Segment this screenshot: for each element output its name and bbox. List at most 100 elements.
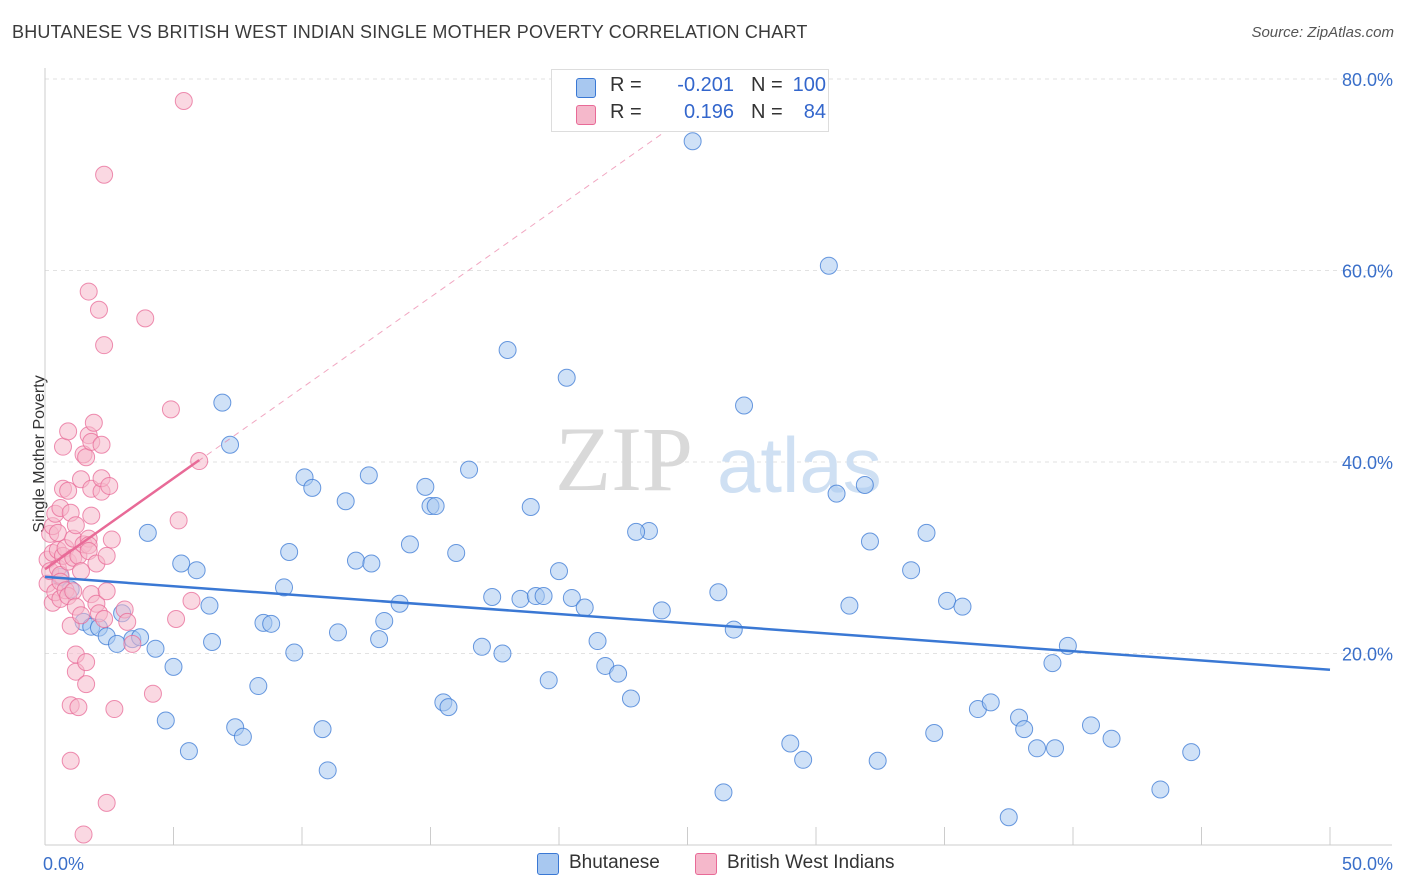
point-british-west-indians-64 bbox=[95, 336, 114, 355]
point-british-west-indians-46 bbox=[77, 448, 96, 467]
point-bhutanese-31 bbox=[313, 720, 332, 739]
point-bhutanese-58 bbox=[557, 368, 576, 387]
point-bhutanese-38 bbox=[370, 630, 389, 649]
point-british-west-indians-71 bbox=[102, 530, 121, 549]
point-british-west-indians-75 bbox=[123, 634, 142, 653]
point-bhutanese-15 bbox=[179, 742, 198, 761]
legend-swatch-british-west-indians bbox=[695, 853, 717, 875]
point-british-west-indians-62 bbox=[92, 435, 111, 454]
point-british-west-indians-80 bbox=[169, 511, 188, 530]
point-british-west-indians-21 bbox=[59, 422, 78, 441]
point-bhutanese-92 bbox=[1046, 739, 1065, 758]
point-bhutanese-25 bbox=[262, 614, 281, 633]
point-british-west-indians-78 bbox=[161, 400, 180, 419]
watermark-zip: ZIP bbox=[555, 408, 693, 510]
point-bhutanese-66 bbox=[652, 601, 671, 620]
stats-swatch-british-west-indians bbox=[576, 105, 596, 125]
point-bhutanese-57 bbox=[550, 562, 568, 581]
axes bbox=[44, 68, 1392, 846]
point-bhutanese-35 bbox=[346, 551, 365, 570]
legend-label-bhutanese: Bhutanese bbox=[569, 852, 660, 873]
point-bhutanese-30 bbox=[303, 478, 322, 497]
point-british-west-indians-40 bbox=[71, 606, 90, 625]
point-bhutanese-32 bbox=[318, 761, 337, 780]
point-bhutanese-75 bbox=[827, 484, 846, 503]
point-bhutanese-27 bbox=[280, 543, 299, 562]
point-bhutanese-74 bbox=[819, 256, 838, 275]
point-bhutanese-50 bbox=[493, 644, 512, 663]
point-bhutanese-34 bbox=[336, 492, 355, 511]
point-bhutanese-83 bbox=[938, 591, 957, 610]
n-value: 84 bbox=[803, 101, 826, 123]
point-british-west-indians-67 bbox=[97, 582, 116, 601]
point-bhutanese-42 bbox=[416, 477, 435, 496]
point-bhutanese-71 bbox=[735, 396, 754, 415]
point-bhutanese-53 bbox=[521, 498, 540, 517]
x-tick-label-50: 50.0% bbox=[1342, 854, 1393, 874]
source-label: Source: ZipAtlas.com bbox=[1251, 24, 1394, 41]
point-british-west-indians-68 bbox=[97, 793, 116, 812]
point-british-west-indians-16 bbox=[53, 437, 72, 456]
point-british-west-indians-36 bbox=[69, 698, 88, 717]
x-tick-label-0: 0.0% bbox=[43, 854, 84, 874]
stats-swatch-bhutanese bbox=[576, 78, 596, 98]
point-bhutanese-64 bbox=[621, 689, 640, 708]
point-bhutanese-97 bbox=[1182, 743, 1201, 762]
r-value: 0.196 bbox=[683, 101, 734, 123]
point-bhutanese-80 bbox=[902, 561, 921, 580]
point-british-west-indians-56 bbox=[84, 413, 103, 432]
point-bhutanese-95 bbox=[1102, 729, 1121, 748]
point-british-west-indians-81 bbox=[174, 92, 193, 111]
point-british-west-indians-82 bbox=[182, 591, 201, 610]
point-british-west-indians-35 bbox=[66, 516, 85, 535]
point-british-west-indians-55 bbox=[82, 506, 101, 525]
point-bhutanese-55 bbox=[534, 587, 553, 606]
point-bhutanese-96 bbox=[1151, 780, 1170, 799]
trend-lines bbox=[44, 88, 1331, 672]
point-bhutanese-26 bbox=[275, 578, 294, 597]
point-bhutanese-49 bbox=[483, 588, 502, 607]
n-label: N = bbox=[751, 74, 783, 96]
point-british-west-indians-72 bbox=[105, 700, 124, 719]
point-bhutanese-23 bbox=[249, 677, 268, 696]
point-bhutanese-98 bbox=[426, 497, 445, 516]
point-bhutanese-73 bbox=[794, 750, 813, 769]
point-british-west-indians-65 bbox=[95, 165, 114, 184]
point-british-west-indians-70 bbox=[100, 476, 119, 495]
point-bhutanese-51 bbox=[498, 340, 517, 359]
r-value: -0.201 bbox=[677, 74, 734, 96]
point-british-west-indians-50 bbox=[79, 282, 98, 301]
point-british-west-indians-27 bbox=[61, 751, 80, 770]
point-british-west-indians-39 bbox=[71, 562, 90, 581]
point-bhutanese-41 bbox=[400, 535, 419, 554]
point-british-west-indians-11 bbox=[48, 523, 67, 542]
y-tick-label-60: 60.0% bbox=[1342, 262, 1393, 282]
watermark: ZIP atlas bbox=[555, 408, 882, 510]
n-label: N = bbox=[751, 101, 783, 123]
chart-title: BHUTANESE VS BRITISH WEST INDIAN SINGLE … bbox=[12, 22, 808, 42]
point-british-west-indians-77 bbox=[143, 684, 162, 703]
point-bhutanese-99 bbox=[627, 522, 646, 541]
point-bhutanese-16 bbox=[187, 561, 206, 580]
point-bhutanese-82 bbox=[925, 723, 944, 742]
point-bhutanese-72 bbox=[781, 734, 800, 753]
point-bhutanese-46 bbox=[447, 543, 466, 562]
y-tick-label-80: 80.0% bbox=[1342, 70, 1393, 90]
point-bhutanese-52 bbox=[511, 589, 530, 608]
point-british-west-indians-69 bbox=[97, 546, 116, 565]
point-british-west-indians-44 bbox=[77, 653, 96, 672]
point-bhutanese-89 bbox=[1015, 720, 1034, 739]
point-bhutanese-47 bbox=[460, 460, 479, 479]
point-british-west-indians-74 bbox=[118, 612, 137, 631]
point-british-west-indians-31 bbox=[64, 582, 83, 601]
trend-line-bhutanese bbox=[44, 575, 1331, 672]
point-bhutanese-84 bbox=[953, 597, 972, 616]
point-bhutanese-86 bbox=[981, 693, 1000, 712]
point-bhutanese-37 bbox=[362, 554, 381, 573]
point-bhutanese-91 bbox=[1043, 654, 1062, 673]
point-bhutanese-20 bbox=[221, 435, 240, 454]
point-bhutanese-11 bbox=[146, 639, 165, 658]
point-british-west-indians-45 bbox=[77, 675, 96, 694]
point-bhutanese-39 bbox=[375, 611, 394, 630]
watermark-atlas: atlas bbox=[717, 421, 882, 509]
